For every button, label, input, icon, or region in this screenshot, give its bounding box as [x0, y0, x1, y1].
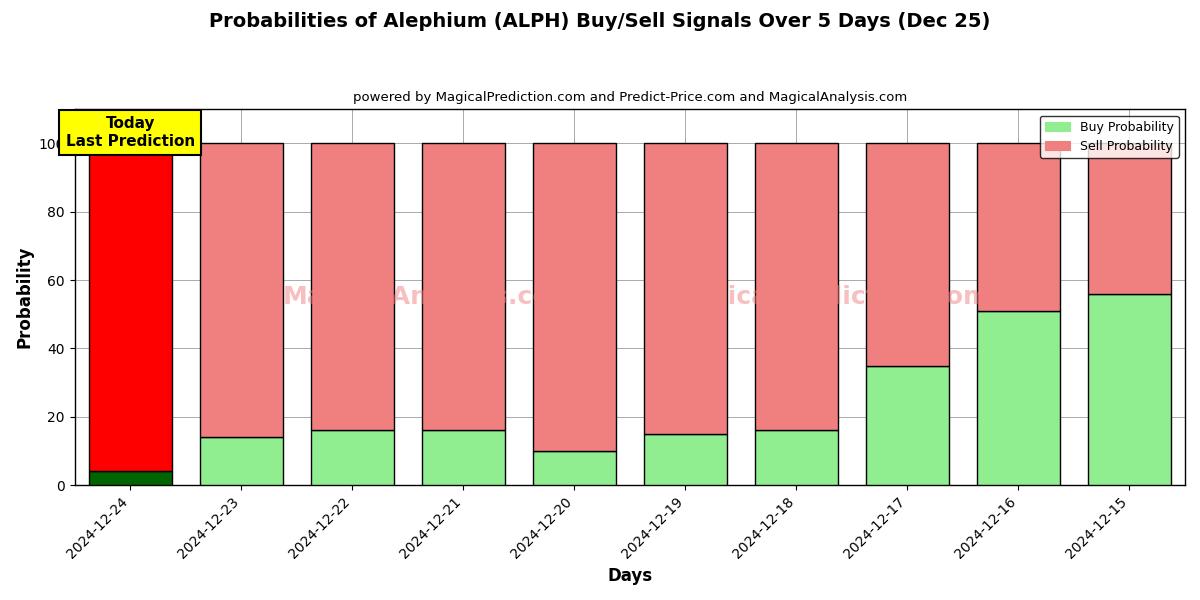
- Bar: [977, 311, 1060, 485]
- Y-axis label: Probability: Probability: [16, 246, 34, 349]
- Bar: [865, 143, 949, 365]
- Text: MagicalPrediction.com: MagicalPrediction.com: [670, 285, 990, 309]
- Bar: [643, 434, 727, 485]
- Bar: [1088, 294, 1171, 485]
- Text: Probabilities of Alephium (ALPH) Buy/Sell Signals Over 5 Days (Dec 25): Probabilities of Alephium (ALPH) Buy/Sel…: [209, 12, 991, 31]
- Bar: [1088, 143, 1171, 294]
- Bar: [199, 143, 283, 437]
- Bar: [311, 430, 394, 485]
- Bar: [89, 472, 172, 485]
- Bar: [421, 143, 505, 430]
- Bar: [755, 430, 838, 485]
- Bar: [199, 437, 283, 485]
- Bar: [977, 143, 1060, 311]
- Bar: [421, 430, 505, 485]
- Bar: [533, 451, 616, 485]
- Title: powered by MagicalPrediction.com and Predict-Price.com and MagicalAnalysis.com: powered by MagicalPrediction.com and Pre…: [353, 91, 907, 104]
- X-axis label: Days: Days: [607, 567, 653, 585]
- Bar: [533, 143, 616, 451]
- Text: MagicalAnalysis.com: MagicalAnalysis.com: [283, 285, 577, 309]
- Bar: [865, 365, 949, 485]
- Bar: [311, 143, 394, 430]
- Bar: [755, 143, 838, 430]
- Bar: [643, 143, 727, 434]
- Text: Today
Last Prediction: Today Last Prediction: [66, 116, 194, 149]
- Legend: Buy Probability, Sell Probability: Buy Probability, Sell Probability: [1040, 116, 1178, 158]
- Bar: [89, 143, 172, 472]
